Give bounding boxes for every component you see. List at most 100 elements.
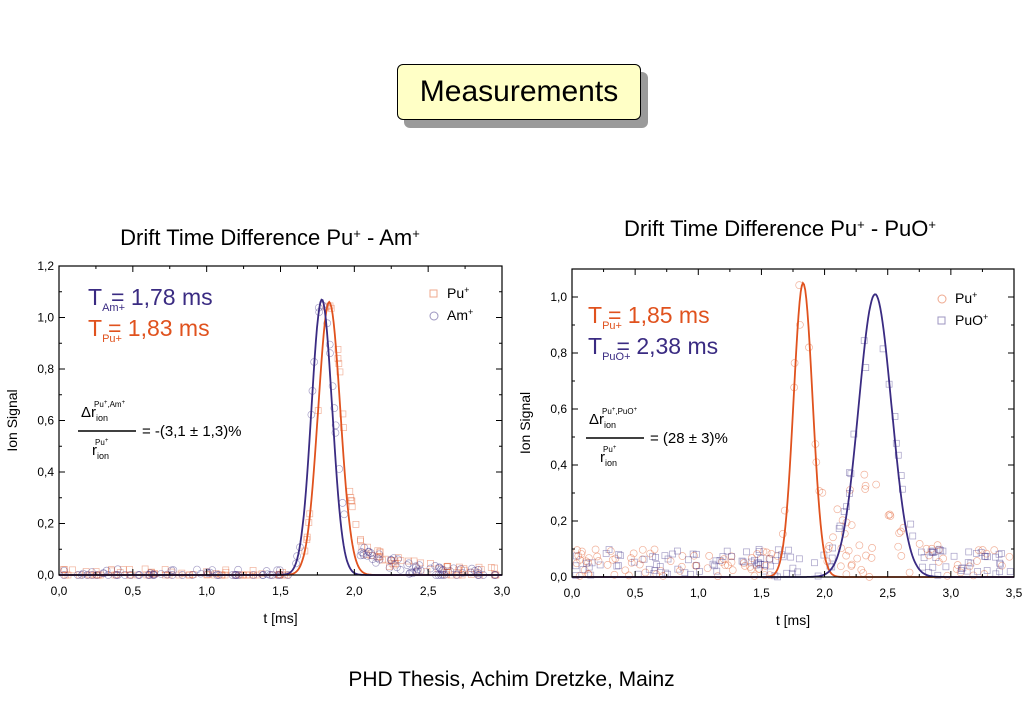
data-point-pu (690, 551, 698, 560)
data-point-puo (695, 567, 703, 575)
data-point-pu (610, 570, 619, 579)
data-point-pu (434, 565, 442, 573)
drift-time-symbol: T (88, 315, 102, 341)
data-point-puo (709, 560, 717, 568)
data-point-pu (417, 559, 425, 567)
chart-title: Drift Time Difference Pu+ - PuO+ (624, 216, 936, 241)
y-tick-label: 1,2 (37, 259, 54, 273)
data-point-puo (728, 553, 735, 560)
data-point-puo (929, 563, 937, 571)
data-point-am (375, 550, 383, 559)
data-point-pu (952, 565, 961, 573)
legend-marker-circle (429, 311, 439, 321)
data-point-pu (594, 557, 603, 565)
data-point-pu (741, 562, 749, 570)
data-point-pu (860, 470, 869, 479)
y-tick-label: 0,4 (550, 458, 567, 472)
data-point-puo (965, 548, 973, 556)
data-point-am (100, 569, 108, 578)
data-point-puo (992, 553, 999, 561)
data-point-puo (761, 560, 769, 568)
data-point-pu (475, 563, 483, 571)
data-point-puo (998, 550, 1005, 557)
data-point-pu (894, 542, 903, 551)
data-point-puo (862, 364, 870, 371)
data-point-puo (588, 559, 596, 567)
x-axis-label: t [ms] (263, 610, 297, 626)
data-point-pu (857, 565, 866, 574)
data-point-pu (151, 570, 159, 578)
y-tick-label: 0,0 (550, 570, 567, 584)
data-point-pu (939, 554, 948, 563)
data-point-puo (1006, 568, 1014, 575)
data-point-pu (603, 561, 612, 569)
data-point-pu (456, 563, 463, 571)
data-point-pu (334, 346, 342, 353)
data-point-am (449, 564, 458, 573)
legend-series-name: Pu (955, 290, 972, 306)
data-point-pu (956, 568, 965, 577)
legend: Pu+PuO+ (937, 290, 988, 328)
data-point-puo (828, 554, 836, 562)
x-tick-label: 3,0 (494, 584, 511, 598)
drift-time-value: = 1,78 ms (111, 284, 213, 310)
data-point-am (340, 510, 349, 519)
data-point-am (331, 428, 340, 437)
data-point-pu (868, 543, 876, 552)
data-point-puo (752, 561, 760, 569)
data-point-pu (897, 551, 906, 560)
data-point-pu (249, 567, 257, 574)
data-point-puo (605, 546, 613, 553)
data-point-puo (649, 553, 657, 560)
data-point-am (204, 569, 213, 578)
formula-result: = -(3,1 ± 1,3)% (142, 423, 242, 440)
data-point-puo (615, 550, 623, 558)
drift-time-value: = 1,85 ms (608, 302, 710, 328)
data-point-pu (487, 564, 495, 571)
data-point-puo (681, 569, 689, 577)
data-point-pu (896, 527, 905, 536)
data-point-pu (867, 554, 876, 562)
data-point-pu (390, 557, 398, 565)
data-point-puo (602, 550, 610, 557)
data-point-pu (584, 558, 592, 567)
data-point-am (467, 564, 476, 573)
data-point-pu (666, 557, 675, 565)
data-point-pu (973, 557, 981, 565)
data-point-puo (973, 549, 980, 557)
data-point-pu (388, 559, 396, 567)
formula-result: = (28 ± 3)% (650, 430, 728, 447)
data-point-pu (347, 497, 355, 504)
data-point-puo (685, 556, 692, 564)
data-point-am (474, 569, 482, 577)
data-point-pu (334, 355, 342, 362)
data-point-pu (905, 568, 914, 577)
data-point-am (357, 548, 366, 556)
formula-num-sup-tail: ,Am (107, 400, 122, 409)
formula-numerator: ΔrionPu+,Am+ (81, 400, 126, 423)
data-point-pu (212, 570, 220, 577)
drift-time-symbol: T (88, 284, 102, 310)
data-point-puo (652, 554, 659, 561)
data-point-puo (907, 520, 915, 528)
data-point-pu (376, 548, 384, 556)
data-point-puo (711, 562, 718, 570)
formula-num-sub: ion (604, 420, 616, 430)
x-tick-label: 0,5 (124, 584, 141, 598)
data-point-pu (692, 561, 701, 570)
data-point-puo (939, 547, 947, 555)
data-point-pu (580, 566, 589, 575)
data-point-pu (572, 559, 581, 568)
drift-time-symbol: T (588, 333, 602, 359)
data-point-pu (727, 552, 736, 561)
data-point-pu (815, 487, 824, 495)
data-point-am (457, 565, 465, 573)
data-point-pu (358, 543, 366, 551)
data-point-puo (787, 553, 795, 561)
data-point-am (403, 561, 412, 569)
chart-title-part: - Am (361, 225, 412, 250)
data-point-puo (656, 563, 664, 570)
data-point-puo (967, 559, 975, 567)
y-tick-label: 0,0 (37, 568, 54, 582)
